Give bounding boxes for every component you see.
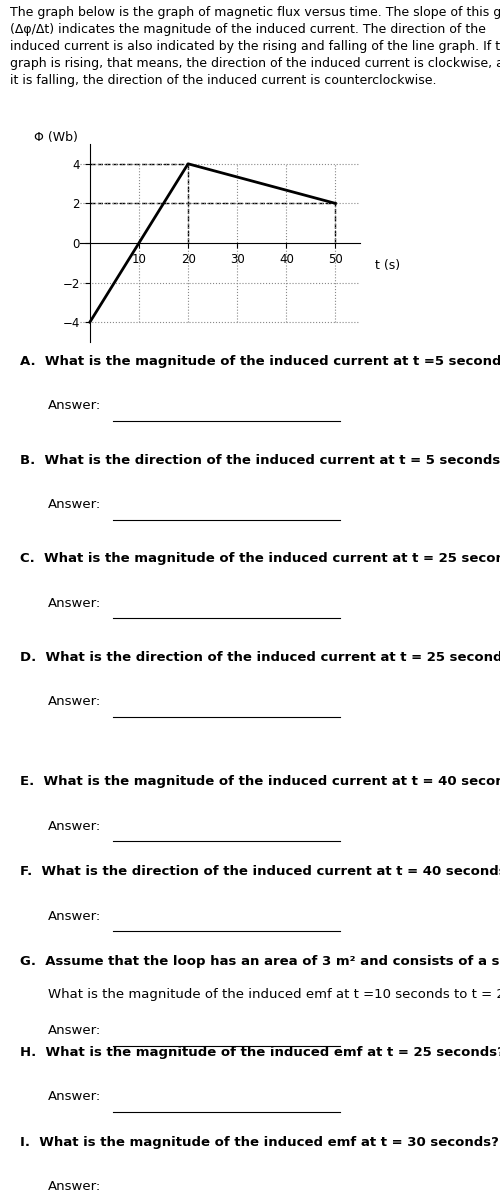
Text: E.  What is the magnitude of the induced current at t = 40 seconds?: E. What is the magnitude of the induced …: [20, 775, 500, 788]
Text: Answer:: Answer:: [48, 596, 101, 610]
Text: Answer:: Answer:: [48, 696, 101, 708]
Text: Answer:: Answer:: [48, 498, 101, 511]
Text: Φ (Wb): Φ (Wb): [34, 131, 78, 144]
X-axis label: t (s): t (s): [376, 259, 400, 272]
Text: What is the magnitude of the induced emf at t =10 seconds to t = 20 seconds?: What is the magnitude of the induced emf…: [48, 988, 500, 1001]
Text: A.  What is the magnitude of the induced current at t =5 seconds?: A. What is the magnitude of the induced …: [20, 355, 500, 368]
Text: I.  What is the magnitude of the induced emf at t = 30 seconds?: I. What is the magnitude of the induced …: [20, 1135, 499, 1148]
Text: H.  What is the magnitude of the induced emf at t = 25 seconds?: H. What is the magnitude of the induced …: [20, 1045, 500, 1058]
Text: Answer:: Answer:: [48, 910, 101, 923]
Text: Answer:: Answer:: [48, 400, 101, 413]
Text: Answer:: Answer:: [48, 820, 101, 833]
Text: D.  What is the direction of the induced current at t = 25 seconds?: D. What is the direction of the induced …: [20, 650, 500, 664]
Text: Answer:: Answer:: [48, 1090, 101, 1103]
Text: F.  What is the direction of the induced current at t = 40 seconds?: F. What is the direction of the induced …: [20, 865, 500, 878]
Text: Answer:: Answer:: [48, 1181, 101, 1193]
Text: B.  What is the direction of the induced current at t = 5 seconds?: B. What is the direction of the induced …: [20, 454, 500, 467]
Text: G.  Assume that the loop has an area of 3 m² and consists of a single turn.: G. Assume that the loop has an area of 3…: [20, 955, 500, 968]
Text: C.  What is the magnitude of the induced current at t = 25 seconds?: C. What is the magnitude of the induced …: [20, 552, 500, 565]
Text: Answer:: Answer:: [48, 1024, 101, 1037]
Text: The graph below is the graph of magnetic flux versus time. The slope of this gra: The graph below is the graph of magnetic…: [10, 6, 500, 86]
